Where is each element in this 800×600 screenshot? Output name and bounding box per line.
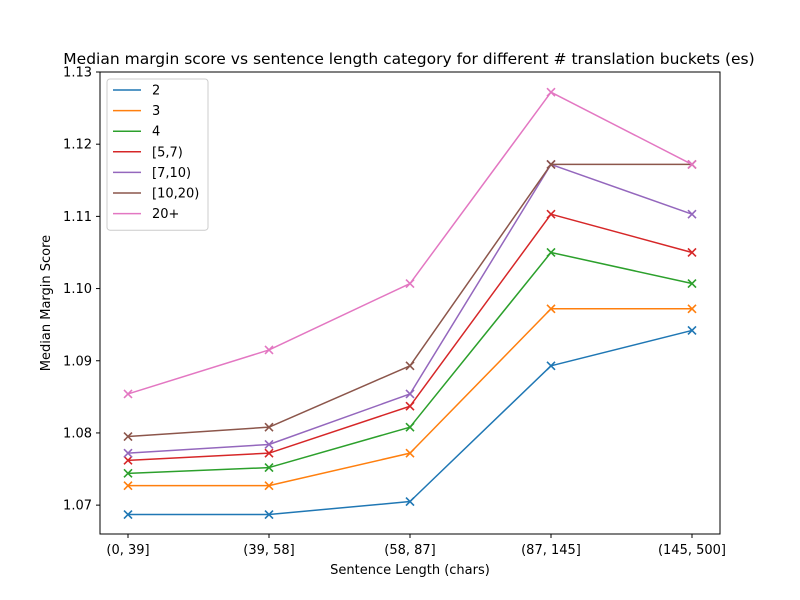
data-point [405, 361, 415, 371]
legend-item: [10,20) [113, 187, 199, 202]
y-tick-label: 1.09 [63, 354, 92, 369]
data-point [123, 481, 133, 491]
data-point [546, 87, 556, 97]
series-layer [123, 87, 697, 520]
chart-title: Median margin score vs sentence length c… [63, 50, 754, 68]
legend-item: 2 [113, 84, 160, 99]
data-point [264, 463, 274, 473]
legend-label: 20+ [152, 207, 179, 222]
data-point [687, 159, 697, 169]
series-line [128, 308, 692, 487]
y-tick-label: 1.07 [63, 499, 92, 514]
legend-label: [7,10) [152, 166, 191, 181]
data-point [264, 481, 274, 491]
data-point [546, 247, 556, 258]
y-tick-label: 1.12 [63, 138, 92, 153]
legend-item: [7,10) [113, 166, 191, 181]
data-point [687, 278, 697, 289]
x-tick-label: (0, 39] [106, 543, 149, 558]
x-axis: (0, 39] (39, 58] (58, 87] (87, 145] (145, 50… [106, 534, 726, 558]
series-1 [123, 325, 697, 520]
x-tick-label: (87, 145] [521, 543, 581, 558]
series-6 [123, 159, 697, 442]
data-point [687, 304, 697, 314]
data-point [687, 209, 697, 219]
series-2 [123, 304, 697, 491]
series-line [127, 251, 693, 475]
data-point [264, 422, 274, 432]
data-point [123, 509, 133, 520]
data-point [405, 278, 415, 289]
series-line [127, 91, 693, 395]
data-point [405, 389, 415, 399]
legend-item: 20+ [113, 207, 179, 222]
data-point [123, 448, 133, 458]
y-tick-label: 1.08 [63, 426, 92, 441]
data-point [264, 345, 274, 355]
data-point [123, 389, 133, 399]
series-7 [123, 87, 697, 399]
legend-item: [5,7) [113, 145, 183, 160]
legend-label: [5,7) [152, 145, 183, 160]
x-axis-label: Sentence Length (chars) [330, 563, 490, 578]
data-point [264, 509, 274, 520]
data-point [546, 159, 556, 169]
legend-label: 2 [152, 84, 160, 99]
series-line [128, 329, 693, 516]
data-point [546, 304, 556, 314]
series-line [127, 213, 693, 462]
data-point [123, 468, 133, 478]
x-tick-label: (39, 58] [243, 543, 295, 558]
data-point [123, 431, 133, 442]
plot-frame [99, 71, 721, 535]
legend-label: [10,20) [152, 187, 199, 202]
legend-item: 3 [113, 104, 160, 119]
data-point [264, 439, 274, 450]
data-point [405, 448, 415, 458]
y-tick-label: 1.13 [63, 66, 92, 81]
data-point [264, 448, 274, 458]
legend-label: 4 [152, 125, 160, 140]
x-tick-label: (145, 500] [658, 543, 726, 558]
x-tick-label: (58, 87] [384, 543, 436, 558]
legend-label: 3 [152, 104, 160, 119]
series-4 [123, 209, 697, 465]
y-tick-label: 1.10 [63, 282, 92, 297]
y-tick-label: 1.11 [63, 210, 92, 225]
y-axis-label: Median Margin Score [39, 235, 54, 371]
data-point [546, 209, 556, 219]
data-point [687, 247, 697, 258]
data-point [405, 496, 415, 507]
legend: 2 3 4 [5,7) [7,10) [10,20) 20+ [106, 78, 209, 231]
data-point [546, 361, 556, 371]
data-point [405, 422, 415, 432]
data-point [405, 401, 415, 411]
series-3 [123, 247, 697, 478]
series-line [127, 163, 692, 438]
y-axis: 1.07 1.08 1.09 1.10 1.11 1.12 1.13 [63, 66, 100, 514]
data-point [123, 455, 133, 465]
data-point [687, 325, 697, 335]
legend-item: 4 [113, 125, 160, 140]
